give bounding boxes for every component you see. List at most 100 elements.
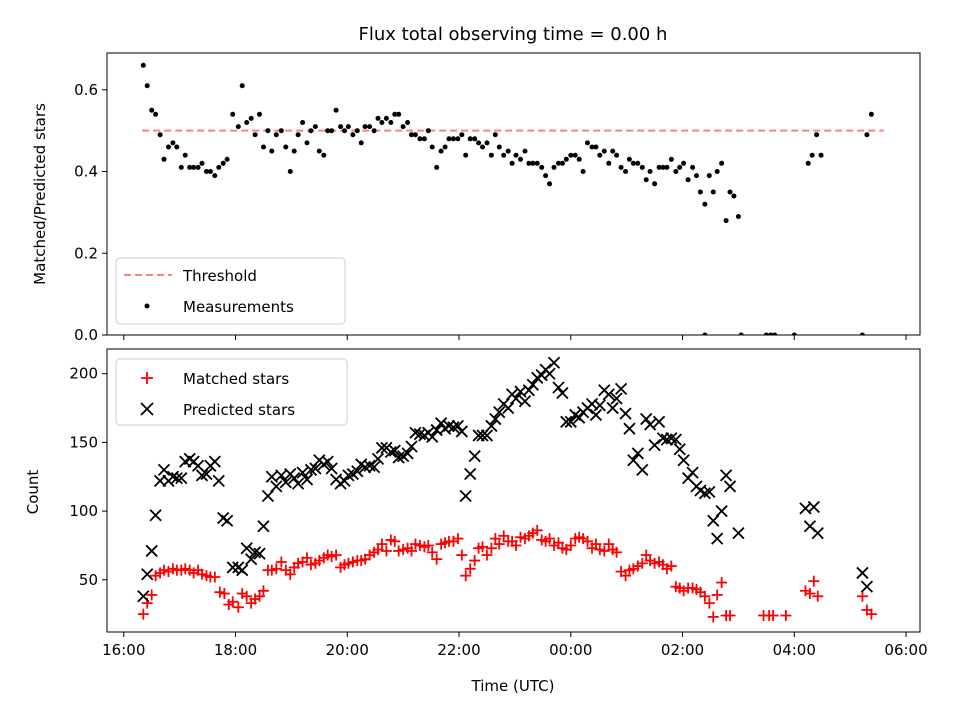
measurement-point bbox=[350, 132, 356, 138]
measurement-point bbox=[677, 164, 683, 170]
measurement-point bbox=[358, 140, 364, 146]
measurement-point bbox=[342, 128, 347, 134]
predicted-star-point bbox=[860, 580, 874, 593]
predicted-star-point bbox=[296, 466, 309, 479]
measurement-point bbox=[539, 164, 545, 170]
measurement-point bbox=[252, 132, 258, 138]
measurement-point bbox=[392, 111, 398, 117]
predicted-star-point bbox=[807, 500, 820, 514]
measurement-point bbox=[244, 120, 250, 125]
legend-predicted-swatch bbox=[140, 402, 154, 416]
measurement-point bbox=[166, 144, 171, 150]
predicted-star-point bbox=[619, 407, 632, 420]
predicted-star-point bbox=[149, 509, 162, 522]
bottom-y-axis-label: Count bbox=[24, 470, 42, 515]
predicted-star-point bbox=[648, 439, 661, 452]
measurement-point bbox=[187, 164, 193, 170]
bottom-y-tick-label: 50 bbox=[79, 571, 98, 589]
top-y-tick-label: 0.4 bbox=[74, 163, 98, 181]
measurement-point bbox=[639, 164, 645, 170]
measurement-point bbox=[702, 201, 708, 207]
measurement-point bbox=[664, 164, 670, 170]
matched-star-point bbox=[812, 590, 824, 602]
measurement-point bbox=[261, 144, 266, 150]
matched-star-point bbox=[865, 608, 877, 620]
bottom-plot-area bbox=[137, 356, 877, 623]
predicted-star-point bbox=[677, 454, 690, 467]
predicted-star-point bbox=[556, 386, 569, 400]
measurement-point bbox=[333, 107, 339, 113]
predicted-star-point bbox=[384, 445, 397, 459]
measurement-point bbox=[668, 156, 674, 162]
legend-matched-swatch bbox=[141, 372, 153, 384]
measurement-point bbox=[530, 160, 536, 166]
top-plot-area bbox=[140, 62, 884, 335]
matched-star-point bbox=[146, 589, 158, 601]
measurement-point bbox=[626, 156, 632, 162]
matched-star-point bbox=[611, 546, 623, 558]
predicted-star-point bbox=[325, 462, 338, 475]
measurement-point bbox=[235, 124, 241, 130]
matched-star-point bbox=[464, 563, 476, 575]
matched-star-point bbox=[422, 539, 434, 551]
matched-star-point bbox=[469, 555, 481, 567]
measurement-point bbox=[868, 111, 874, 117]
measurement-point bbox=[791, 332, 797, 335]
predicted-star-point bbox=[526, 378, 539, 391]
legend-threshold-label: Threshold bbox=[182, 267, 257, 285]
measurement-point bbox=[396, 111, 402, 117]
measurement-point bbox=[518, 156, 523, 162]
measurement-point bbox=[864, 132, 870, 138]
matched-star-point bbox=[426, 546, 438, 558]
predicted-star-point bbox=[351, 465, 364, 478]
bottom-x-tick-label: 20:00 bbox=[326, 641, 369, 659]
matched-star-point bbox=[724, 610, 736, 622]
bottom-x-tick-label: 02:00 bbox=[661, 641, 704, 659]
matched-star-point bbox=[856, 590, 868, 602]
predicted-star-point bbox=[485, 419, 498, 433]
measurement-point bbox=[388, 120, 394, 125]
predicted-star-point bbox=[455, 425, 468, 438]
measurement-point bbox=[216, 164, 222, 170]
predicted-star-point bbox=[627, 454, 640, 467]
predicted-star-point bbox=[371, 452, 385, 466]
predicted-star-point bbox=[309, 462, 322, 475]
predicted-star-point bbox=[300, 473, 314, 486]
predicted-star-point bbox=[464, 467, 477, 481]
predicted-star-point bbox=[141, 568, 154, 581]
measurement-point bbox=[371, 128, 377, 134]
predicted-star-point bbox=[606, 401, 619, 415]
predicted-star-point bbox=[451, 419, 465, 433]
measurement-point bbox=[647, 169, 653, 174]
measurement-point bbox=[199, 160, 205, 166]
measurement-point bbox=[547, 181, 552, 187]
predicted-star-point bbox=[342, 469, 355, 482]
measurement-point bbox=[257, 111, 262, 117]
matched-star-point bbox=[452, 533, 464, 545]
measurement-point bbox=[248, 115, 254, 121]
measurement-point bbox=[738, 332, 744, 335]
legend-measurements-label: Measurements bbox=[183, 298, 294, 316]
predicted-star-point bbox=[175, 471, 188, 485]
predicted-star-point bbox=[640, 412, 653, 426]
predicted-star-point bbox=[673, 443, 686, 456]
measurement-point bbox=[697, 189, 703, 195]
predicted-star-point bbox=[811, 526, 824, 540]
measurement-point bbox=[563, 156, 569, 162]
measurement-point bbox=[273, 132, 279, 138]
measurement-point bbox=[345, 124, 351, 130]
measurement-point bbox=[652, 181, 658, 187]
measurement-point bbox=[772, 332, 778, 335]
measurement-point bbox=[278, 128, 284, 134]
predicted-star-point bbox=[719, 469, 733, 482]
matched-star-point bbox=[209, 571, 221, 583]
bottom-legend: Matched stars Predicted stars bbox=[115, 358, 348, 426]
measurement-point bbox=[450, 136, 456, 142]
predicted-star-point bbox=[447, 421, 460, 434]
bottom-x-tick-label: 18:00 bbox=[214, 641, 257, 659]
measurement-point bbox=[429, 144, 435, 150]
matched-star-point bbox=[330, 549, 342, 561]
predicted-star-point bbox=[442, 419, 456, 433]
top-panel: 0.0 0.2 0.4 0.6 bbox=[74, 52, 921, 344]
measurement-point bbox=[509, 160, 515, 166]
